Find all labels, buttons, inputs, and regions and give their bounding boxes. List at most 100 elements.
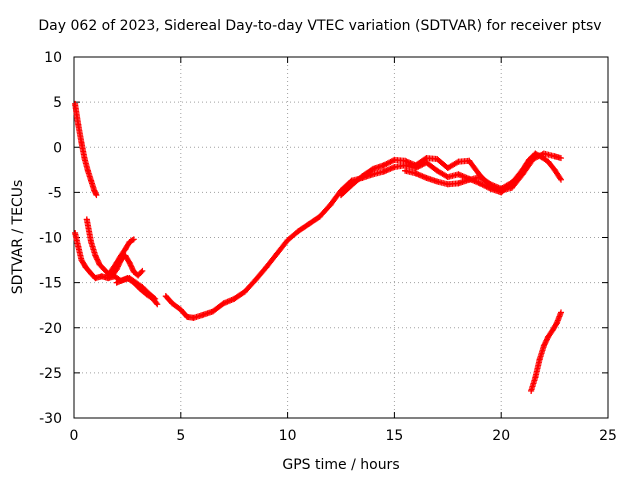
y-tick-label: -20 bbox=[39, 321, 62, 337]
data-point bbox=[130, 268, 137, 275]
data-point bbox=[231, 295, 238, 302]
data-point bbox=[380, 168, 387, 175]
data-points bbox=[72, 100, 565, 394]
data-point bbox=[83, 216, 90, 223]
data-point bbox=[412, 162, 419, 169]
data-point bbox=[558, 176, 565, 183]
data-point bbox=[78, 139, 85, 146]
data-point bbox=[100, 266, 107, 273]
data-point bbox=[75, 243, 82, 250]
data-point bbox=[305, 220, 312, 227]
data-point bbox=[391, 156, 398, 163]
data-point bbox=[412, 170, 419, 177]
data-point bbox=[126, 275, 133, 282]
data-point bbox=[209, 308, 216, 315]
data-point bbox=[370, 165, 377, 172]
data-point bbox=[117, 252, 124, 259]
data-point bbox=[88, 239, 95, 246]
data-point bbox=[263, 264, 270, 271]
data-point bbox=[455, 171, 462, 178]
data-point bbox=[88, 270, 95, 277]
y-tick-label: -25 bbox=[39, 366, 62, 382]
data-point bbox=[273, 250, 280, 257]
data-point bbox=[72, 100, 79, 107]
data-point bbox=[81, 155, 88, 162]
data-point bbox=[528, 387, 535, 394]
data-point bbox=[553, 320, 560, 327]
data-point bbox=[370, 171, 377, 178]
data-point bbox=[169, 300, 176, 307]
data-point bbox=[466, 157, 473, 164]
series-track-c bbox=[83, 216, 146, 279]
data-point bbox=[316, 213, 323, 220]
data-point bbox=[241, 288, 248, 295]
data-point bbox=[455, 180, 462, 187]
data-point bbox=[109, 266, 116, 273]
chart-title: Day 062 of 2023, Sidereal Day-to-day VTE… bbox=[38, 18, 602, 34]
x-tick-label: 0 bbox=[70, 428, 79, 444]
data-point bbox=[152, 295, 159, 302]
data-point bbox=[139, 267, 146, 274]
y-tick-label: -5 bbox=[48, 185, 62, 201]
data-point bbox=[487, 181, 494, 188]
data-point bbox=[545, 158, 552, 165]
data-point bbox=[476, 174, 483, 181]
series-track-a bbox=[72, 100, 100, 199]
data-point bbox=[295, 228, 302, 235]
data-point bbox=[455, 158, 462, 165]
data-point bbox=[380, 162, 387, 169]
series-track-main-lower bbox=[402, 167, 526, 192]
data-point bbox=[558, 309, 565, 316]
data-point bbox=[220, 300, 227, 307]
x-tick-label: 25 bbox=[599, 428, 617, 444]
data-point bbox=[327, 202, 334, 209]
data-point bbox=[98, 273, 105, 280]
data-point bbox=[391, 164, 398, 171]
data-point bbox=[96, 261, 103, 268]
data-point bbox=[434, 178, 441, 185]
data-point bbox=[145, 290, 152, 297]
data-point bbox=[84, 167, 91, 174]
data-point bbox=[72, 229, 79, 236]
data-point bbox=[423, 174, 430, 181]
x-tick-label: 10 bbox=[279, 428, 297, 444]
x-axis-label: GPS time / hours bbox=[282, 457, 400, 473]
data-point bbox=[519, 170, 526, 177]
data-point bbox=[284, 237, 291, 244]
data-point bbox=[540, 150, 547, 157]
data-point bbox=[508, 179, 515, 186]
y-tick-label: -15 bbox=[39, 276, 62, 292]
data-point bbox=[549, 327, 556, 334]
data-point bbox=[91, 187, 98, 194]
data-point bbox=[530, 155, 537, 162]
grid-lines bbox=[74, 57, 608, 418]
data-point bbox=[113, 259, 120, 266]
data-point bbox=[199, 312, 206, 319]
data-point bbox=[444, 174, 451, 181]
series-track-d bbox=[105, 236, 137, 279]
data-point bbox=[177, 306, 184, 313]
series-track-e bbox=[113, 275, 159, 302]
data-point bbox=[551, 166, 558, 173]
data-point bbox=[132, 279, 139, 286]
data-point bbox=[348, 182, 355, 189]
series-track-z bbox=[528, 309, 565, 394]
data-point bbox=[551, 153, 558, 160]
data-point bbox=[75, 121, 82, 128]
data-point bbox=[92, 275, 99, 282]
y-axis-label: SDTVAR / TECUs bbox=[10, 179, 26, 295]
data-point bbox=[88, 177, 95, 184]
y-tick-label: -10 bbox=[39, 231, 62, 247]
data-point bbox=[93, 192, 100, 199]
data-point bbox=[154, 301, 161, 308]
data-point bbox=[113, 279, 120, 286]
y-tick-label: 0 bbox=[53, 140, 62, 156]
x-tick-label: 5 bbox=[176, 428, 185, 444]
data-point bbox=[536, 356, 543, 363]
data-point bbox=[184, 313, 191, 320]
data-point bbox=[82, 264, 89, 271]
x-tick-label: 20 bbox=[492, 428, 510, 444]
data-point bbox=[476, 180, 483, 187]
data-point bbox=[434, 167, 441, 174]
